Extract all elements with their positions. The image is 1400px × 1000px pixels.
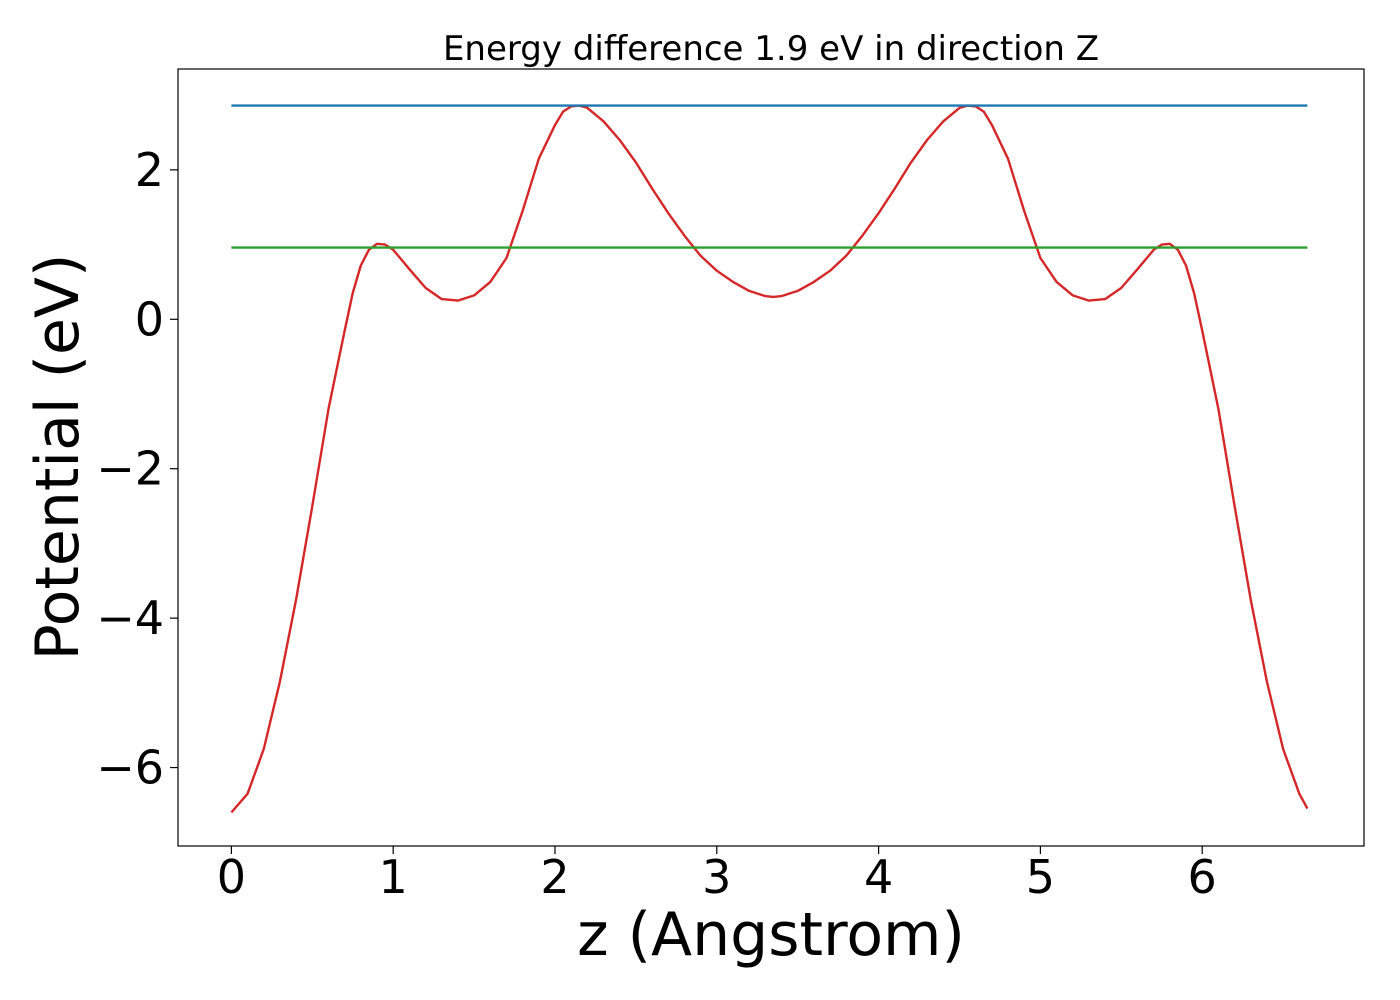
y-axis-label: Potential (eV) [23, 254, 93, 661]
x-tick-label: 3 [702, 850, 731, 904]
y-tick-label: 0 [135, 292, 164, 346]
x-tick-label: 1 [379, 850, 408, 904]
y-tick-label: 2 [135, 143, 164, 197]
x-tick-label: 0 [217, 850, 246, 904]
chart-title: Energy difference 1.9 eV in direction Z [443, 29, 1099, 69]
x-tick-label: 2 [540, 850, 569, 904]
y-tick-label: −4 [96, 591, 164, 645]
series-line-0 [230, 104, 1309, 814]
series-layer [230, 104, 1309, 814]
x-axis: 0 1 2 3 4 5 6 [217, 846, 1217, 904]
x-tick-label: 4 [864, 850, 893, 904]
y-tick-label: −2 [96, 442, 164, 496]
x-tick-label: 6 [1188, 850, 1217, 904]
y-axis: 2 0 −2 −4 −6 [96, 143, 178, 795]
x-axis-label: z (Angstrom) [577, 900, 965, 970]
y-tick-label: −6 [96, 741, 164, 795]
x-tick-label: 5 [1026, 850, 1055, 904]
plot-frame [177, 68, 1365, 847]
